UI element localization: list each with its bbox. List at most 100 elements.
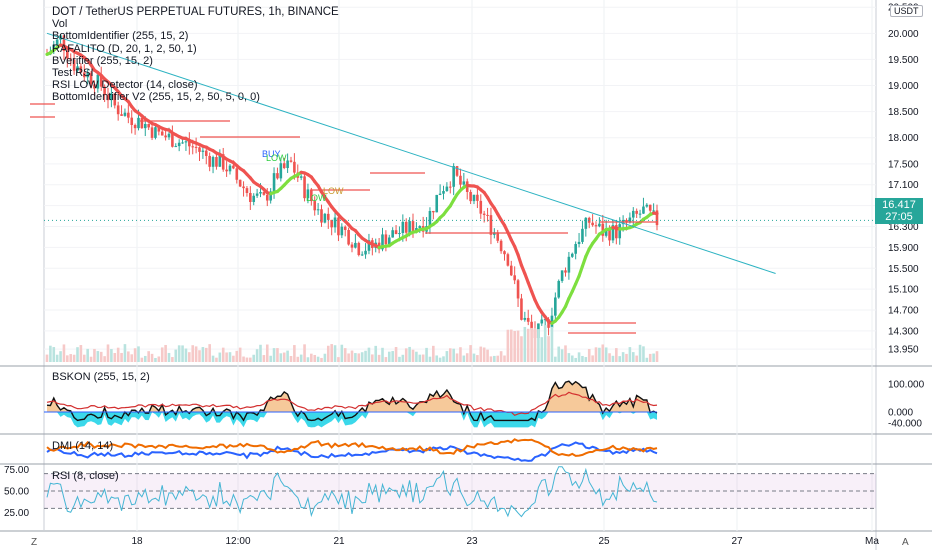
candle-body <box>252 195 256 202</box>
volume-bar <box>89 356 93 362</box>
candle-body <box>110 93 113 101</box>
volume-bar <box>598 347 601 362</box>
volume-bar <box>265 344 269 362</box>
candle-body <box>489 215 493 235</box>
volume-bar <box>387 351 391 362</box>
auto-scale-button[interactable]: A <box>902 537 909 548</box>
volume-bar <box>625 353 628 362</box>
candle-body <box>570 253 574 257</box>
candle-body <box>615 225 618 239</box>
volume-bar <box>215 357 218 362</box>
volume-bar <box>106 344 110 362</box>
candle-body <box>631 210 635 218</box>
candle-body <box>523 317 527 320</box>
candle-body <box>330 219 333 228</box>
volume-bar <box>218 352 222 362</box>
volume-bar <box>306 357 310 362</box>
volume-bar <box>465 353 469 362</box>
candle-body <box>123 112 127 116</box>
candle-body <box>194 146 198 148</box>
candle-body <box>154 127 157 138</box>
bskon-pane-title[interactable]: BSKON (255, 15, 2) <box>52 371 150 383</box>
candle-body <box>526 317 530 322</box>
candle-body <box>577 241 581 245</box>
candle-body <box>591 222 594 226</box>
zoom-button[interactable]: Z <box>31 537 38 548</box>
volume-bar <box>286 350 289 362</box>
candle-body <box>635 210 638 214</box>
candle-body <box>574 244 577 254</box>
candle-body <box>174 146 178 148</box>
volume-bar <box>452 348 455 362</box>
indicator-bottomidentifier-v2[interactable]: BottomIdentifier V2 (255, 15, 2, 50, 5, … <box>52 91 260 104</box>
candle-body <box>560 270 564 281</box>
volume-bar <box>93 348 96 362</box>
candle-body <box>272 173 276 192</box>
volume-bar <box>591 355 594 362</box>
candle-body <box>506 254 510 266</box>
candle-body <box>269 191 272 201</box>
candle-body <box>164 135 167 138</box>
volume-bar <box>320 357 323 362</box>
candle-body <box>638 213 642 215</box>
volume-bar <box>191 345 195 362</box>
dmi-pane-title[interactable]: DMI (14, 14) <box>52 440 114 452</box>
volume-bar <box>523 326 527 362</box>
volume-bar <box>418 354 422 362</box>
volume-bar <box>323 353 327 362</box>
candle-body <box>188 141 191 147</box>
candle-body <box>398 233 401 235</box>
candle-body <box>499 240 503 252</box>
bskon-axis-label: 0.000 <box>888 408 913 419</box>
candle-body <box>462 181 466 185</box>
volume-bar <box>269 355 272 362</box>
rsi-pane-title[interactable]: RSI (8, close) <box>52 470 119 482</box>
volume-bar <box>564 345 567 362</box>
bskon-main-line <box>46 380 658 422</box>
volume-bar <box>533 328 537 362</box>
candle-body <box>89 73 93 85</box>
volume-bar <box>313 354 317 362</box>
candle-body <box>235 168 239 180</box>
indicator-rsi-low-detector[interactable]: RSI LOW Detector (14, close) <box>52 79 198 92</box>
volume-bar <box>560 349 564 362</box>
candle-body <box>618 224 622 239</box>
volume-bar <box>594 347 598 362</box>
volume-bar <box>333 345 337 362</box>
volume-bar <box>472 353 476 362</box>
candle-body <box>242 186 245 189</box>
volume-bar <box>455 353 459 362</box>
candle-body <box>509 265 513 276</box>
indicator-vol[interactable]: Vol <box>52 18 68 31</box>
candle-body <box>455 166 459 176</box>
currency-badge[interactable]: USDT <box>890 5 923 17</box>
volume-bar <box>316 356 320 362</box>
volume-bar <box>330 344 333 362</box>
volume-bar <box>194 346 198 362</box>
volume-bar <box>574 357 577 362</box>
volume-bar <box>238 347 242 362</box>
volume-bar <box>123 344 127 362</box>
volume-bar <box>381 347 384 362</box>
moving-average-segment <box>652 211 659 216</box>
volume-bar <box>428 356 432 362</box>
candle-body <box>655 210 659 226</box>
indicator-bverifier[interactable]: BVerifier (255, 15, 2) <box>52 54 153 67</box>
indicator-bottomidentifier[interactable]: BottomIdentifier (255, 15, 2) <box>52 30 189 43</box>
candle-body <box>282 163 286 169</box>
price-axis-label: 20.000 <box>888 29 919 40</box>
volume-bar <box>52 347 56 362</box>
candle-body <box>323 213 327 223</box>
volume-bar <box>408 346 411 362</box>
indicator-test-rsi[interactable]: Test RSI <box>52 66 94 79</box>
volume-bar <box>76 347 79 362</box>
indicator-rafalito[interactable]: RAFALITO (D, 20, 1, 2, 50, 1) <box>52 42 197 55</box>
candle-body <box>143 124 147 129</box>
volume-bar <box>188 352 191 362</box>
chart-title[interactable]: DOT / TetherUS PERPETUAL FUTURES, 1h, BI… <box>52 6 339 18</box>
candle-body <box>520 298 523 320</box>
volume-bar <box>648 353 652 362</box>
price-axis-label: 16.300 <box>888 222 919 233</box>
